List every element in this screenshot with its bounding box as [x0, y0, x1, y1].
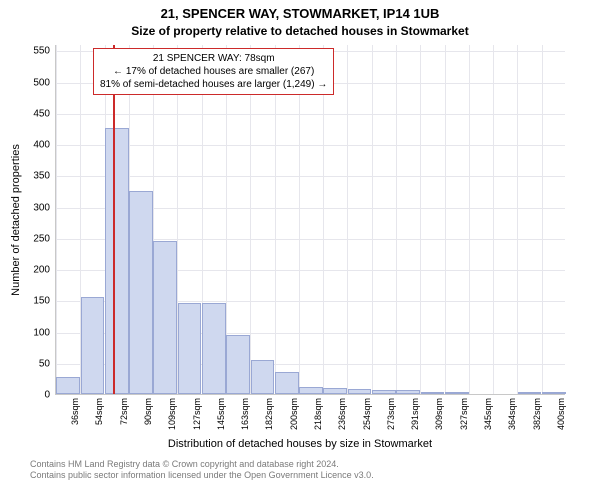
x-tick-label: 309sqm: [434, 398, 444, 430]
gridline-vertical: [323, 45, 324, 394]
y-tick-label: 50: [10, 358, 50, 369]
x-tick-label: 291sqm: [410, 398, 420, 430]
histogram-bar: [226, 335, 250, 394]
histogram-bar: [251, 360, 275, 394]
footer-line-1: Contains HM Land Registry data © Crown c…: [30, 459, 374, 470]
gridline-horizontal: [56, 176, 565, 177]
gridline-vertical: [396, 45, 397, 394]
gridline-vertical: [420, 45, 421, 394]
x-tick-label: 364sqm: [507, 398, 517, 430]
x-tick-label: 36sqm: [70, 398, 80, 425]
plot-area: [55, 45, 565, 395]
x-tick-label: 400sqm: [556, 398, 566, 430]
gridline-horizontal: [56, 145, 565, 146]
x-tick-label: 127sqm: [192, 398, 202, 430]
y-tick-label: 200: [10, 265, 50, 276]
histogram-bar: [105, 128, 129, 394]
x-tick-label: 273sqm: [386, 398, 396, 430]
gridline-vertical: [275, 45, 276, 394]
footer-attribution: Contains HM Land Registry data © Crown c…: [30, 459, 374, 482]
annotation-line-3: 81% of semi-detached houses are larger (…: [100, 78, 327, 91]
histogram-bar: [348, 389, 372, 394]
annotation-line-1: 21 SPENCER WAY: 78sqm: [100, 52, 327, 65]
footer-line-2: Contains public sector information licen…: [30, 470, 374, 481]
y-tick-label: 250: [10, 233, 50, 244]
x-tick-label: 109sqm: [167, 398, 177, 430]
y-tick-label: 500: [10, 77, 50, 88]
y-tick-label: 450: [10, 108, 50, 119]
histogram-bar: [445, 392, 469, 394]
y-axis-label: Number of detached properties: [10, 45, 22, 395]
histogram-bar: [299, 387, 323, 395]
histogram-bar: [323, 388, 347, 394]
gridline-vertical: [542, 45, 543, 394]
histogram-bar: [275, 372, 299, 394]
x-tick-label: 163sqm: [240, 398, 250, 430]
histogram-bar: [372, 390, 396, 394]
x-axis-label: Distribution of detached houses by size …: [0, 438, 600, 450]
histogram-bar: [81, 297, 105, 394]
x-tick-label: 54sqm: [94, 398, 104, 425]
y-tick-label: 100: [10, 327, 50, 338]
gridline-vertical: [56, 45, 57, 394]
annotation-box: 21 SPENCER WAY: 78sqm ← 17% of detached …: [93, 48, 334, 95]
histogram-bar: [518, 392, 542, 394]
histogram-bar: [56, 377, 80, 395]
gridline-horizontal: [56, 114, 565, 115]
y-tick-label: 300: [10, 202, 50, 213]
x-tick-label: 182sqm: [264, 398, 274, 430]
y-tick-label: 0: [10, 390, 50, 401]
gridline-vertical: [372, 45, 373, 394]
y-tick-label: 350: [10, 171, 50, 182]
histogram-bar: [542, 392, 566, 394]
gridline-vertical: [250, 45, 251, 394]
x-tick-label: 90sqm: [143, 398, 153, 425]
histogram-bar: [396, 390, 420, 394]
chart-title-address: 21, SPENCER WAY, STOWMARKET, IP14 1UB: [0, 6, 600, 21]
histogram-bar: [202, 303, 226, 394]
reference-line: [113, 45, 115, 394]
x-tick-label: 382sqm: [532, 398, 542, 430]
y-tick-label: 400: [10, 140, 50, 151]
x-tick-label: 327sqm: [459, 398, 469, 430]
gridline-vertical: [493, 45, 494, 394]
x-tick-label: 345sqm: [483, 398, 493, 430]
gridline-vertical: [347, 45, 348, 394]
x-tick-label: 218sqm: [313, 398, 323, 430]
x-tick-label: 72sqm: [119, 398, 129, 425]
x-tick-label: 254sqm: [362, 398, 372, 430]
gridline-vertical: [517, 45, 518, 394]
chart-title-subtitle: Size of property relative to detached ho…: [0, 24, 600, 38]
histogram-bar: [421, 392, 445, 395]
y-tick-label: 150: [10, 296, 50, 307]
gridline-vertical: [469, 45, 470, 394]
gridline-vertical: [299, 45, 300, 394]
histogram-bar: [178, 303, 202, 394]
y-tick-label: 550: [10, 46, 50, 57]
chart-container: 21, SPENCER WAY, STOWMARKET, IP14 1UB Si…: [0, 0, 600, 500]
annotation-line-2: ← 17% of detached houses are smaller (26…: [100, 65, 327, 78]
histogram-bar: [153, 241, 177, 394]
x-tick-label: 200sqm: [289, 398, 299, 430]
x-tick-label: 145sqm: [216, 398, 226, 430]
histogram-bar: [129, 191, 153, 394]
gridline-vertical: [445, 45, 446, 394]
x-tick-label: 236sqm: [337, 398, 347, 430]
